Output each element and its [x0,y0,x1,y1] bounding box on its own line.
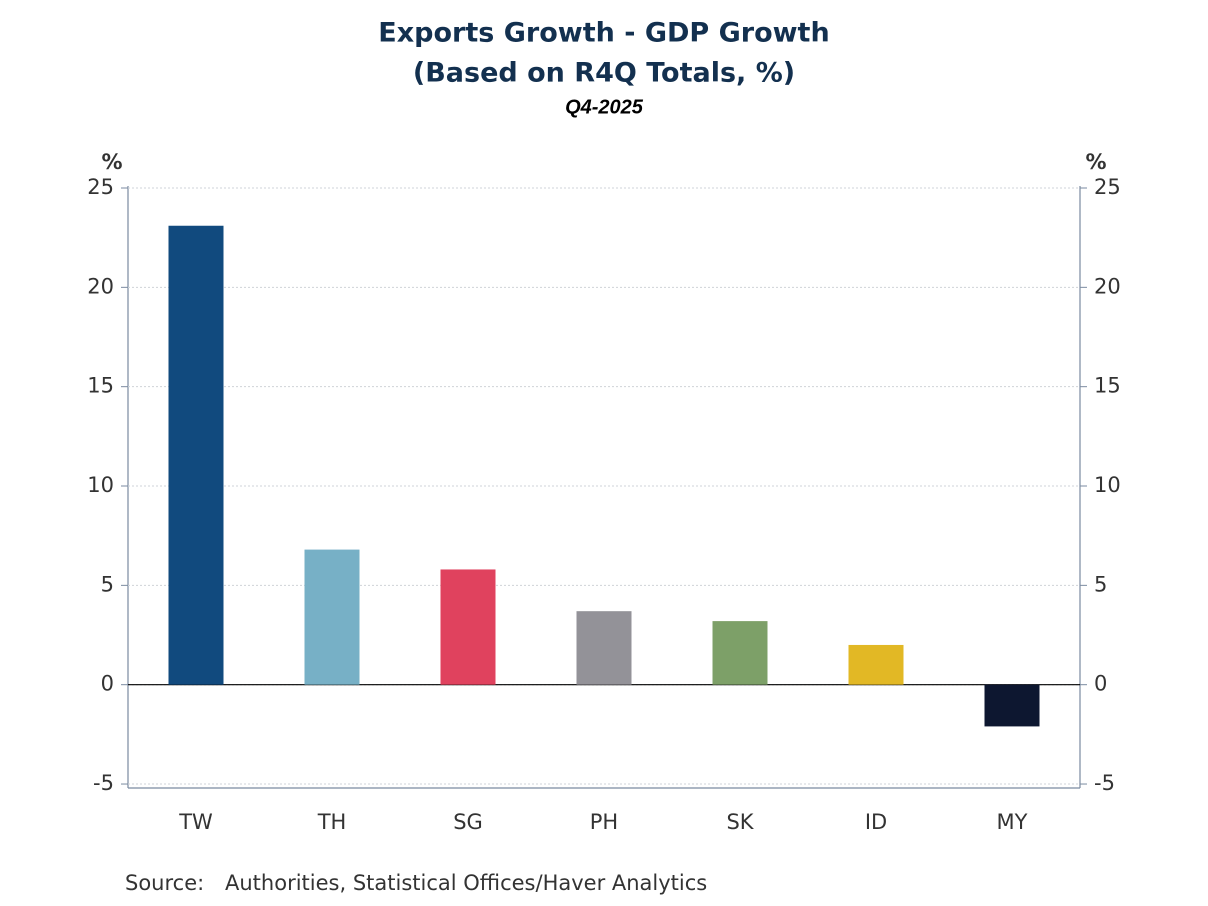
y2-tick-label: 20 [1094,274,1121,298]
y2-tick-label: 15 [1094,374,1121,398]
x-tick-label: SK [726,810,754,834]
chart-title: (Based on R4Q Totals, %) [413,58,795,89]
bar [984,684,1040,727]
y2-axis-label: % [1085,150,1106,174]
bar [848,644,904,685]
y-tick-label: 25 [87,175,114,199]
y2-tick-label: -5 [1094,771,1115,795]
x-tick-label: TH [317,810,347,834]
x-tick-label: ID [865,810,887,834]
source-label: Source: [125,871,204,895]
chart-title: Exports Growth - GDP Growth [378,18,829,49]
y-tick-label: 10 [87,473,114,497]
bar [712,621,768,685]
bar [440,569,496,685]
y-tick-label: -5 [93,771,114,795]
bar [576,611,632,685]
y2-tick-label: 25 [1094,175,1121,199]
source: Authorities, Statistical Offices/Haver A… [225,871,707,895]
y2-tick-label: 5 [1094,572,1107,596]
y-axis-label: % [101,150,122,174]
x-tick-label: SG [453,810,483,834]
bar [168,225,224,685]
chart-subtitle: Q4-2025 [565,96,644,118]
y-tick-label: 0 [101,672,114,696]
y2-tick-label: 10 [1094,473,1121,497]
x-tick-label: MY [997,810,1028,834]
y2-tick-label: 0 [1094,672,1107,696]
y-tick-label: 5 [101,572,114,596]
y-tick-label: 15 [87,374,114,398]
x-tick-label: TW [178,810,213,834]
y-tick-label: 20 [87,274,114,298]
bar [304,549,360,685]
x-tick-label: PH [590,810,618,834]
